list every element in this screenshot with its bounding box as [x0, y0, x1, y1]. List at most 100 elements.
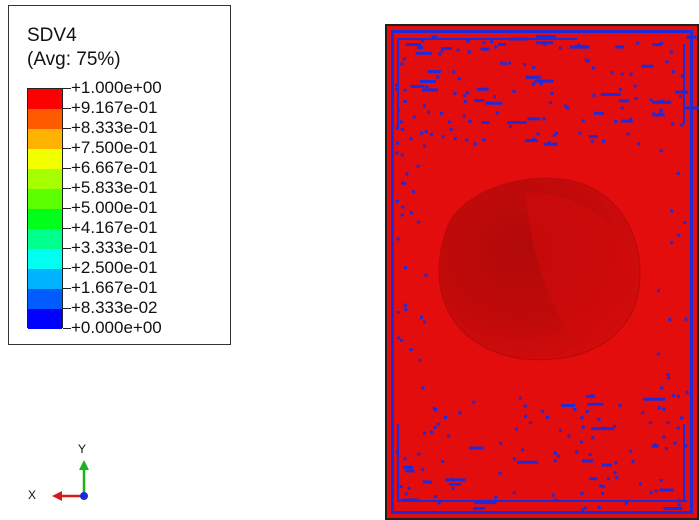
- legend-tick: [63, 288, 71, 289]
- failed-element: [423, 104, 426, 108]
- failed-element: [684, 317, 688, 321]
- failed-element: [597, 417, 601, 421]
- legend-tick: [63, 188, 71, 189]
- failed-element: [404, 492, 408, 496]
- failed-element: [395, 126, 399, 130]
- legend-tick: [63, 128, 71, 129]
- failed-element: [437, 501, 441, 505]
- failed-element: [540, 80, 543, 84]
- legend-label: +2.500e-01: [71, 258, 158, 277]
- failed-element: [659, 479, 663, 483]
- failed-element: [427, 110, 430, 114]
- failed-element: [425, 85, 429, 89]
- failed-element: [652, 112, 655, 116]
- failed-element: [680, 416, 684, 420]
- failed-element: [651, 444, 659, 448]
- failed-element: [552, 133, 556, 137]
- failed-element: [614, 120, 618, 124]
- failed-element: [424, 273, 428, 277]
- legend-label: +5.833e-01: [71, 178, 158, 197]
- failed-element: [615, 45, 625, 49]
- failed-elements: [391, 30, 699, 514]
- failed-element: [527, 117, 541, 121]
- legend-label: +1.000e+00: [71, 78, 162, 97]
- failed-element: [438, 52, 442, 56]
- failed-element: [654, 489, 658, 493]
- failed-element: [637, 142, 640, 146]
- failed-element: [403, 100, 407, 103]
- failed-element: [395, 87, 398, 91]
- failed-element: [542, 117, 546, 121]
- failed-element: [578, 131, 582, 135]
- failed-element: [423, 144, 426, 148]
- failed-element: [618, 403, 622, 407]
- legend-swatch: [28, 129, 62, 149]
- failed-element: [416, 164, 420, 168]
- failed-element: [573, 408, 577, 412]
- x-axis-label: X: [28, 488, 37, 502]
- failed-element: [653, 443, 657, 447]
- failed-element: [675, 90, 689, 94]
- failed-element: [634, 96, 638, 100]
- failed-element: [447, 120, 451, 124]
- failed-element: [452, 70, 456, 74]
- failed-element: [580, 491, 584, 495]
- failed-element: [636, 41, 640, 45]
- failed-element: [429, 480, 432, 484]
- failed-element: [668, 318, 672, 322]
- failed-element: [490, 40, 494, 44]
- legend-tick: [63, 308, 71, 309]
- failed-element: [534, 79, 554, 83]
- legend-swatch: [28, 189, 62, 209]
- failed-element: [465, 91, 469, 95]
- failed-element: [430, 430, 433, 434]
- failed-element: [558, 428, 562, 432]
- failed-element: [601, 426, 605, 430]
- failed-element: [453, 92, 457, 95]
- failed-element: [401, 205, 405, 209]
- failed-element: [584, 58, 588, 62]
- failed-element: [583, 506, 587, 510]
- failed-element: [660, 41, 664, 45]
- failed-element: [657, 406, 661, 410]
- failed-element: [423, 320, 426, 324]
- failed-element: [395, 450, 399, 454]
- failed-element: [498, 471, 502, 475]
- failed-element: [670, 209, 674, 213]
- failed-element: [453, 137, 457, 141]
- failed-element: [495, 111, 499, 115]
- failed-element: [620, 72, 624, 76]
- failed-element: [474, 501, 497, 505]
- failed-element: [422, 88, 438, 92]
- failed-element: [431, 35, 435, 39]
- failed-element: [580, 416, 584, 420]
- failed-element: [395, 83, 398, 87]
- failed-element: [677, 503, 681, 507]
- failed-element: [670, 241, 673, 245]
- legend-tick: [63, 148, 71, 149]
- failed-element: [523, 404, 527, 408]
- failed-element: [412, 115, 416, 119]
- failed-element: [680, 74, 684, 78]
- failed-element: [449, 128, 453, 132]
- failed-element: [405, 43, 421, 46]
- failed-element: [601, 485, 605, 489]
- failed-element: [588, 135, 598, 139]
- failed-element: [458, 411, 462, 415]
- failed-element: [561, 404, 575, 407]
- failed-element: [592, 93, 596, 97]
- failed-element: [589, 477, 598, 481]
- legend-label: +0.000e+00: [71, 318, 162, 337]
- legend-swatch: [28, 169, 62, 189]
- legend-swatch: [28, 89, 62, 109]
- failed-element: [602, 139, 605, 143]
- failed-element: [507, 121, 527, 124]
- failed-element: [481, 121, 490, 124]
- failed-element: [643, 397, 666, 401]
- failed-element: [523, 63, 527, 66]
- failed-element: [422, 480, 431, 484]
- failed-element: [436, 75, 440, 79]
- failed-element: [662, 435, 666, 439]
- failed-element: [685, 390, 689, 394]
- failed-element: [476, 87, 489, 91]
